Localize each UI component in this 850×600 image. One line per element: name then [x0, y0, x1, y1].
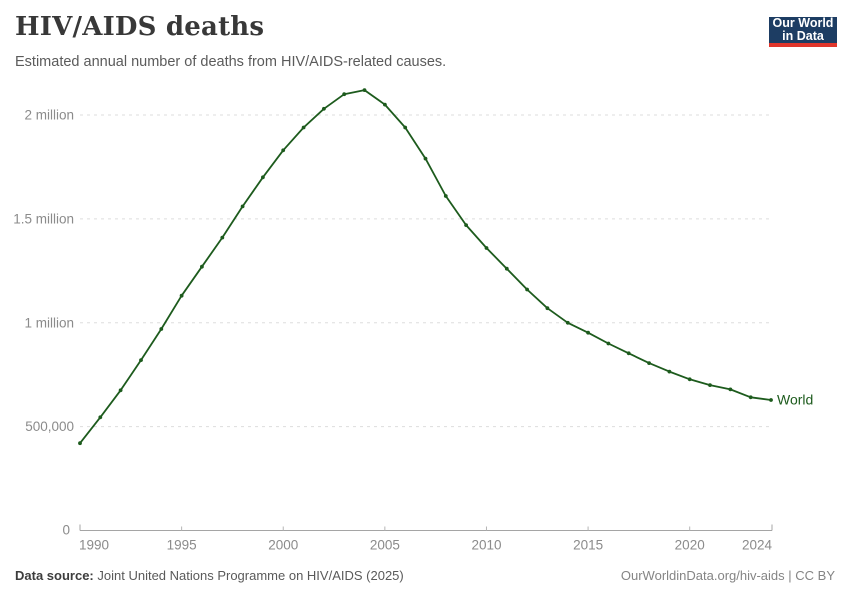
data-point-2018[interactable]	[647, 361, 651, 365]
data-point-2013[interactable]	[545, 306, 550, 311]
data-point-2005[interactable]	[383, 102, 387, 107]
y-tick-label: 2 million	[24, 108, 74, 123]
data-point-2010[interactable]	[484, 246, 489, 250]
data-point-2017[interactable]	[626, 351, 631, 356]
data-point-2022[interactable]	[728, 387, 733, 392]
logo-line2: in Data	[782, 29, 824, 43]
y-tick-label: 1.5 million	[13, 211, 74, 226]
x-tick-label: 2024	[742, 538, 773, 553]
data-point-2009[interactable]	[464, 223, 468, 228]
x-tick-label: 2015	[573, 538, 603, 553]
data-point-1997[interactable]	[220, 235, 225, 240]
data-point-2008[interactable]	[443, 194, 448, 198]
data-point-2003[interactable]	[342, 92, 347, 97]
data-point-2000[interactable]	[281, 148, 286, 153]
world-series-line[interactable]	[79, 89, 772, 445]
data-point-2023[interactable]	[748, 395, 753, 400]
data-point-2024[interactable]	[769, 398, 773, 402]
x-tick-label: 2010	[471, 538, 501, 553]
data-point-2001[interactable]	[301, 125, 306, 130]
owid-logo[interactable]: Our World in Data	[769, 17, 837, 47]
logo-line1: Our World	[772, 16, 834, 30]
data-point-2004[interactable]	[362, 88, 367, 92]
x-tick-label: 2000	[268, 538, 298, 553]
x-tick-label: 2020	[675, 538, 705, 553]
y-tick-label-zero: 0	[62, 523, 70, 538]
data-source-text: Joint United Nations Programme on HIV/AI…	[97, 568, 404, 583]
data-point-1992[interactable]	[118, 388, 123, 393]
x-tick-label: 2005	[370, 538, 400, 553]
data-point-2006[interactable]	[403, 125, 408, 130]
series-label-world[interactable]: World	[777, 392, 813, 408]
x-tick-label: 1990	[79, 538, 109, 553]
chart-subtitle: Estimated annual number of deaths from H…	[15, 54, 447, 70]
data-point-1995[interactable]	[179, 293, 184, 298]
data-source-note: Data source: Joint United Nations Progra…	[15, 568, 404, 583]
attribution-link[interactable]: OurWorldinData.org/hiv-aids | CC BY	[620, 568, 835, 583]
data-source-label: Data source:	[15, 568, 94, 583]
chart-footer: Data source: Joint United Nations Progra…	[15, 568, 835, 583]
data-point-1990[interactable]	[78, 441, 82, 446]
data-point-2007[interactable]	[423, 156, 428, 161]
data-point-1991[interactable]	[98, 415, 103, 420]
data-point-1993[interactable]	[139, 358, 143, 362]
data-point-1998[interactable]	[240, 204, 245, 209]
y-tick-label: 500,000	[25, 419, 74, 434]
data-point-2014[interactable]	[565, 320, 570, 325]
data-point-2021[interactable]	[708, 383, 712, 387]
data-point-2015[interactable]	[586, 330, 590, 335]
data-point-2019[interactable]	[667, 369, 672, 374]
x-tick-label: 1995	[167, 538, 197, 553]
data-point-1996[interactable]	[200, 264, 204, 269]
data-point-1994[interactable]	[159, 327, 164, 331]
data-point-2016[interactable]	[606, 341, 611, 346]
data-point-2011[interactable]	[504, 266, 509, 271]
y-tick-label: 1 million	[24, 315, 74, 330]
page-title: HIV/AIDS deaths	[15, 12, 265, 42]
data-point-2020[interactable]	[687, 377, 692, 382]
data-point-2002[interactable]	[322, 106, 326, 111]
data-point-2012[interactable]	[525, 287, 529, 292]
data-point-1999[interactable]	[261, 175, 265, 180]
